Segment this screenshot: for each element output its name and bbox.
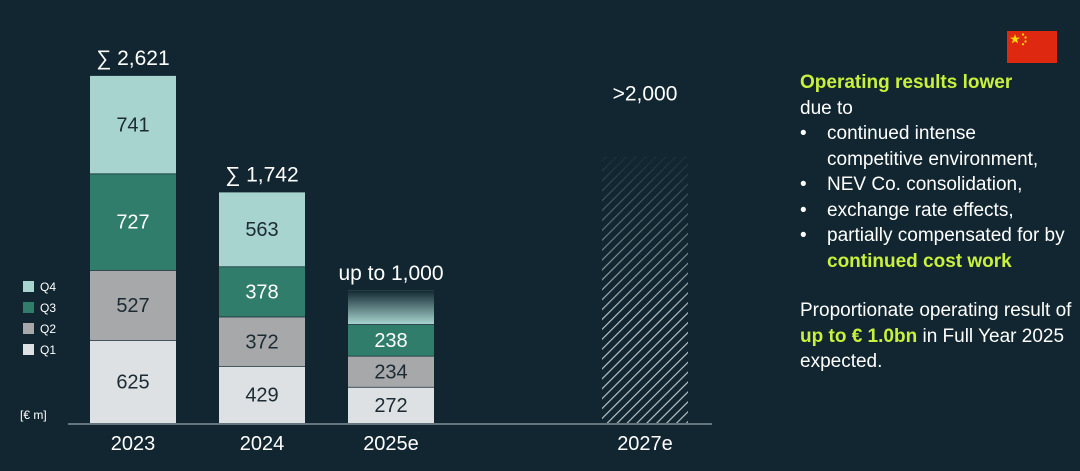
bar-segment-q1 — [348, 386, 434, 423]
bar-segment-q3 — [348, 324, 434, 356]
outlook-text-end: in Full Year 2025 expected. — [800, 325, 1065, 373]
x-tick-label: 2025e — [363, 433, 419, 455]
segment-value-label: 741 — [116, 114, 149, 136]
bullet-highlight: continued cost work — [827, 250, 1012, 272]
x-tick-label: 2024 — [240, 433, 285, 455]
bar-target-fade — [602, 157, 688, 423]
segment-value-label: 727 — [116, 212, 149, 234]
bar-segment-q1 — [90, 340, 176, 423]
bar-total-label: ∑ 2,621 — [96, 47, 169, 70]
bar-segment-q1 — [219, 366, 305, 423]
segment-value-label: 272 — [374, 395, 407, 417]
bar-total-label: up to 1,000 — [338, 262, 443, 285]
bullet-text: partially compensated for by — [827, 225, 1065, 246]
commentary-panel: Operating results lower due to continued… — [800, 70, 1075, 375]
bar-segment-q2 — [90, 270, 176, 340]
x-tick-label: 2027e — [617, 433, 673, 455]
segment-value-label: 625 — [116, 372, 149, 394]
bar-segment-q4 — [219, 191, 305, 267]
commentary-heading: Operating results lower — [800, 72, 1013, 93]
bullet-text: continued intense competitive environmen… — [827, 123, 1039, 170]
bullet-item: NEV Co. consolidation, — [800, 172, 1075, 198]
bullet-text: NEV Co. consolidation, — [827, 174, 1023, 195]
bar-total-label: ∑ 1,742 — [225, 164, 298, 187]
legend-swatch-q2 — [23, 323, 34, 334]
commentary-intro: due to — [800, 97, 853, 119]
segment-value-label: 429 — [245, 385, 278, 407]
stacked-bar-chart: 625 527 727 741 ∑ 2,621 2023 429 372 378 563 ∑ 1,7… — [20, 47, 712, 455]
commentary-outlook: Proportionate operating result of up to … — [800, 298, 1075, 375]
unit-label: [€ m] — [20, 408, 47, 422]
legend-label: Q1 — [40, 343, 56, 357]
legend-swatch-q4 — [23, 281, 34, 292]
legend-swatch-q1 — [23, 344, 34, 355]
segment-value-label: 563 — [245, 219, 278, 241]
legend-swatch-q3 — [23, 302, 34, 313]
legend-label: Q2 — [40, 322, 56, 336]
legend-label: Q4 — [40, 280, 56, 294]
outlook-text: Proportionate operating result of — [800, 300, 1072, 321]
commentary-bullets: continued intense competitive environmen… — [800, 121, 1075, 274]
segment-value-label: 234 — [374, 361, 407, 383]
bullet-text: exchange rate effects, — [827, 199, 1014, 221]
bar-segment-q3 — [90, 173, 176, 271]
segment-value-label: 238 — [374, 330, 407, 352]
legend-label: Q3 — [40, 301, 56, 315]
x-tick-label: 2023 — [111, 433, 156, 455]
bullet-item: exchange rate effects, — [800, 198, 1075, 224]
bar-segment-q3 — [219, 266, 305, 317]
bullet-item: partially compensated for by continued c… — [800, 223, 1075, 274]
bar-segment-q2 — [219, 316, 305, 367]
bar-total-label: >2,000 — [613, 82, 678, 105]
segment-value-label: 527 — [116, 295, 149, 317]
outlook-highlight: up to € 1.0bn — [800, 325, 918, 347]
china-flag-icon — [1007, 31, 1057, 63]
bar-segment-q4 — [90, 75, 176, 174]
bar-fade-overlay — [348, 290, 434, 325]
bar-segment-q2 — [348, 355, 434, 387]
bullet-item: continued intense competitive environmen… — [800, 121, 1075, 172]
segment-value-label: 378 — [245, 282, 278, 304]
segment-value-label: 372 — [245, 331, 278, 353]
